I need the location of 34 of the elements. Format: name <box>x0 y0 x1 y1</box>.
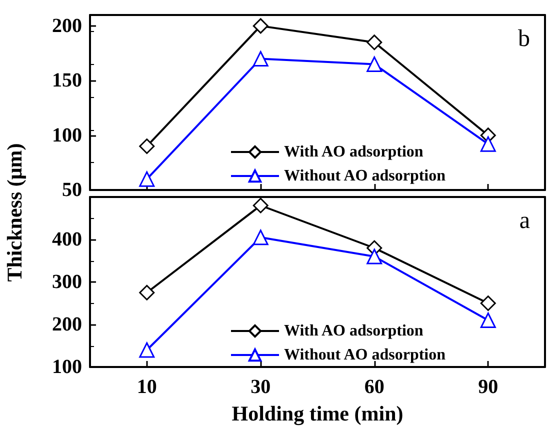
point <box>139 284 155 300</box>
point <box>252 230 268 246</box>
point <box>480 312 496 328</box>
x-tick-label: 90 <box>478 376 498 398</box>
point <box>139 138 155 154</box>
point <box>480 296 496 311</box>
x-tick-label: 30 <box>250 376 271 398</box>
y-tick-label: 200 <box>52 14 82 37</box>
point <box>252 198 268 214</box>
y-tick-label: 50 <box>62 179 82 201</box>
y-tick-label: 100 <box>52 356 82 378</box>
legend-label: Without AO adsorption <box>284 346 446 364</box>
point <box>366 34 382 50</box>
y-tick-label: 200 <box>52 314 82 336</box>
point <box>252 51 268 66</box>
y-axis-title: Thickness (μm) <box>2 142 28 284</box>
point <box>139 342 155 358</box>
y-tick-label: 100 <box>52 124 82 146</box>
y-tick-label: 300 <box>52 271 82 293</box>
point <box>480 136 496 152</box>
x-tick-label: 10 <box>136 376 157 398</box>
point <box>252 18 268 34</box>
y-tick-label: 400 <box>52 228 82 250</box>
legend-label: Without AO adsorption <box>284 168 446 184</box>
y-tick-label: 150 <box>52 70 82 92</box>
point <box>366 56 382 72</box>
legend-label: With AO adsorption <box>284 322 424 340</box>
legend-label: With AO adsorption <box>284 144 424 160</box>
annotation: b <box>518 26 530 52</box>
x-axis-title: Holding time (min) <box>232 402 404 426</box>
annotation: a <box>519 208 530 234</box>
x-tick-label: 60 <box>364 376 384 398</box>
point <box>366 248 382 264</box>
point <box>139 171 155 187</box>
